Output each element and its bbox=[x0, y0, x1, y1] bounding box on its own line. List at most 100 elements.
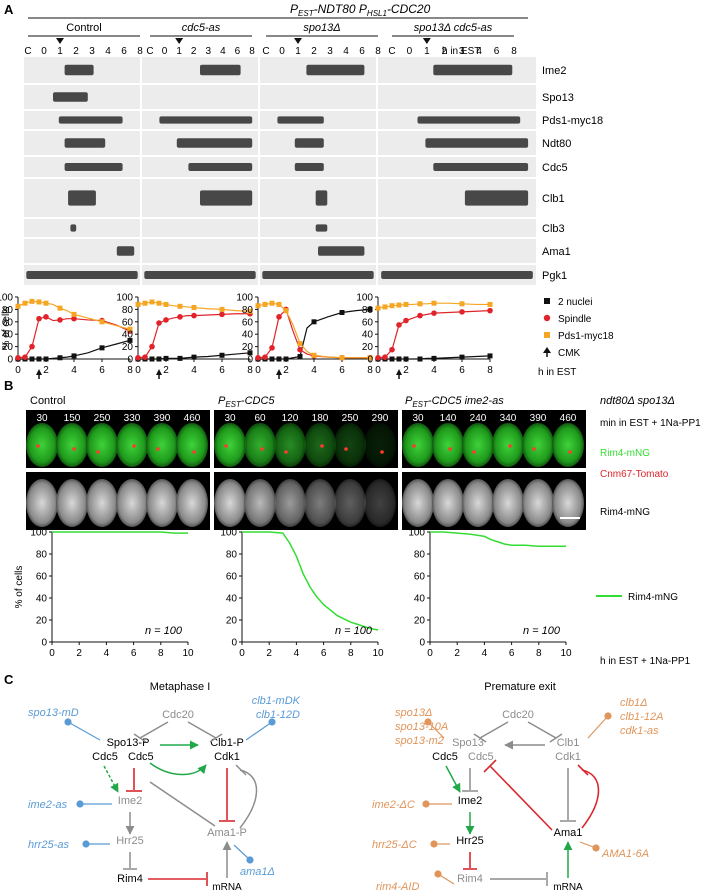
right-diagram-title: Premature exit bbox=[484, 681, 556, 693]
y-tick-label: 40 bbox=[362, 330, 374, 341]
node-rim4: Rim4 bbox=[117, 873, 143, 885]
legend-label: Spindle bbox=[558, 314, 592, 325]
y-tick-label: 100 bbox=[0, 293, 13, 304]
lane-label: 2 bbox=[311, 46, 317, 57]
x-tick-label: 8 bbox=[536, 648, 542, 659]
point bbox=[283, 356, 289, 362]
y-tick-label: 20 bbox=[2, 342, 14, 353]
point bbox=[297, 354, 303, 360]
spb-dot bbox=[36, 444, 40, 448]
series-line bbox=[17, 316, 131, 359]
node-ama1p: Ama1-P bbox=[207, 827, 247, 839]
mut-spo13-mD: spo13-mD bbox=[28, 707, 79, 719]
lane-label: 8 bbox=[137, 46, 143, 57]
blot-label: Clb1 bbox=[542, 193, 565, 205]
point bbox=[269, 300, 275, 306]
point bbox=[297, 341, 303, 346]
cond-pest-cdc5: PEST-CDC5 bbox=[218, 395, 275, 409]
x-tick-label: 6 bbox=[509, 648, 515, 659]
lane-label: C bbox=[24, 46, 31, 57]
blot-label: Clb3 bbox=[542, 223, 565, 235]
panel-a-ylabel: % of cells bbox=[1, 307, 12, 350]
group-header-1: cdc5-as bbox=[182, 22, 221, 34]
lane-label: 8 bbox=[511, 46, 517, 57]
point bbox=[339, 355, 345, 361]
point bbox=[276, 301, 282, 307]
cell-green bbox=[214, 423, 246, 467]
y-tick-label: 20 bbox=[122, 342, 134, 353]
cell-green bbox=[462, 423, 494, 467]
node-mrna: mRNA bbox=[212, 882, 242, 891]
point bbox=[367, 355, 373, 361]
point bbox=[276, 356, 282, 362]
time-label: 120 bbox=[282, 413, 299, 424]
series-line bbox=[52, 531, 188, 534]
n-label: n = 100 bbox=[145, 625, 183, 637]
blot-panel bbox=[260, 85, 376, 109]
band bbox=[315, 224, 328, 232]
x-tick-label: 6 bbox=[99, 365, 105, 376]
lane-label: C bbox=[388, 46, 395, 57]
lane-label: 6 bbox=[359, 46, 365, 57]
point bbox=[156, 320, 162, 326]
point bbox=[219, 311, 225, 318]
band bbox=[58, 116, 123, 124]
point bbox=[269, 356, 275, 362]
point bbox=[375, 354, 381, 361]
point bbox=[99, 319, 105, 325]
x-tick-label: 2 bbox=[163, 365, 169, 376]
point bbox=[431, 310, 437, 316]
r-mut-ama1-6a: AMA1-6A bbox=[601, 848, 649, 860]
y-tick-label: 80 bbox=[362, 305, 374, 316]
spb-dot bbox=[320, 444, 324, 448]
band bbox=[262, 271, 374, 279]
band bbox=[200, 190, 253, 206]
band bbox=[294, 138, 324, 148]
time-label: 460 bbox=[560, 413, 577, 424]
point bbox=[396, 302, 402, 308]
channel-green-label: Rim4-mNG bbox=[600, 448, 650, 459]
metaphase-diagram: Cdc20 Spo13-P Cdc5 Cdc5 Clb1-P Cdk1 Ime2… bbox=[28, 695, 301, 891]
point bbox=[255, 354, 261, 361]
mut-ime2-as: ime2-as bbox=[28, 799, 68, 811]
r-node-cdc20: Cdc20 bbox=[502, 709, 534, 721]
node-cdc5-complex: Cdc5 bbox=[128, 751, 154, 763]
blot-label: Ime2 bbox=[542, 65, 566, 77]
r-node-ime2: Ime2 bbox=[458, 795, 482, 807]
lane-label: 6 bbox=[121, 46, 127, 57]
band bbox=[53, 92, 88, 102]
point bbox=[99, 345, 105, 351]
time-label: 140 bbox=[440, 413, 457, 424]
point bbox=[269, 345, 275, 351]
y-tick-label: 20 bbox=[242, 342, 254, 353]
y-tick-label: 80 bbox=[36, 550, 48, 561]
y-tick-label: 80 bbox=[122, 305, 134, 316]
cell-gray bbox=[176, 479, 208, 527]
y-tick-label: 100 bbox=[220, 528, 237, 539]
y-tick-label: 40 bbox=[242, 330, 254, 341]
r-mut-rim4-aid: rim4-AID bbox=[376, 881, 419, 891]
x-tick-label: 2 bbox=[283, 365, 289, 376]
cell-gray bbox=[56, 479, 88, 527]
cmk-marker bbox=[422, 38, 431, 44]
x-tick-label: 4 bbox=[71, 365, 77, 376]
x-tick-label: 4 bbox=[311, 365, 317, 376]
lane-label: 4 bbox=[343, 46, 349, 57]
y-tick-label: 60 bbox=[226, 572, 238, 583]
lane-label: 2 bbox=[191, 46, 197, 57]
lane-label: 4 bbox=[105, 46, 111, 57]
point bbox=[311, 352, 317, 358]
panel-a-label: A bbox=[4, 2, 14, 17]
cell-gray bbox=[364, 479, 396, 527]
x-tick-label: 8 bbox=[158, 648, 164, 659]
blot-label: Ama1 bbox=[542, 246, 571, 258]
cond-control: Control bbox=[30, 395, 65, 407]
lane-label: 6 bbox=[235, 46, 241, 57]
x-tick-label: 10 bbox=[372, 648, 384, 659]
x-tick-label: 6 bbox=[321, 648, 327, 659]
band bbox=[417, 116, 521, 124]
x-tick-label: 2 bbox=[403, 365, 409, 376]
r-mut-hrr25-dC: hrr25-ΔC bbox=[372, 839, 417, 851]
